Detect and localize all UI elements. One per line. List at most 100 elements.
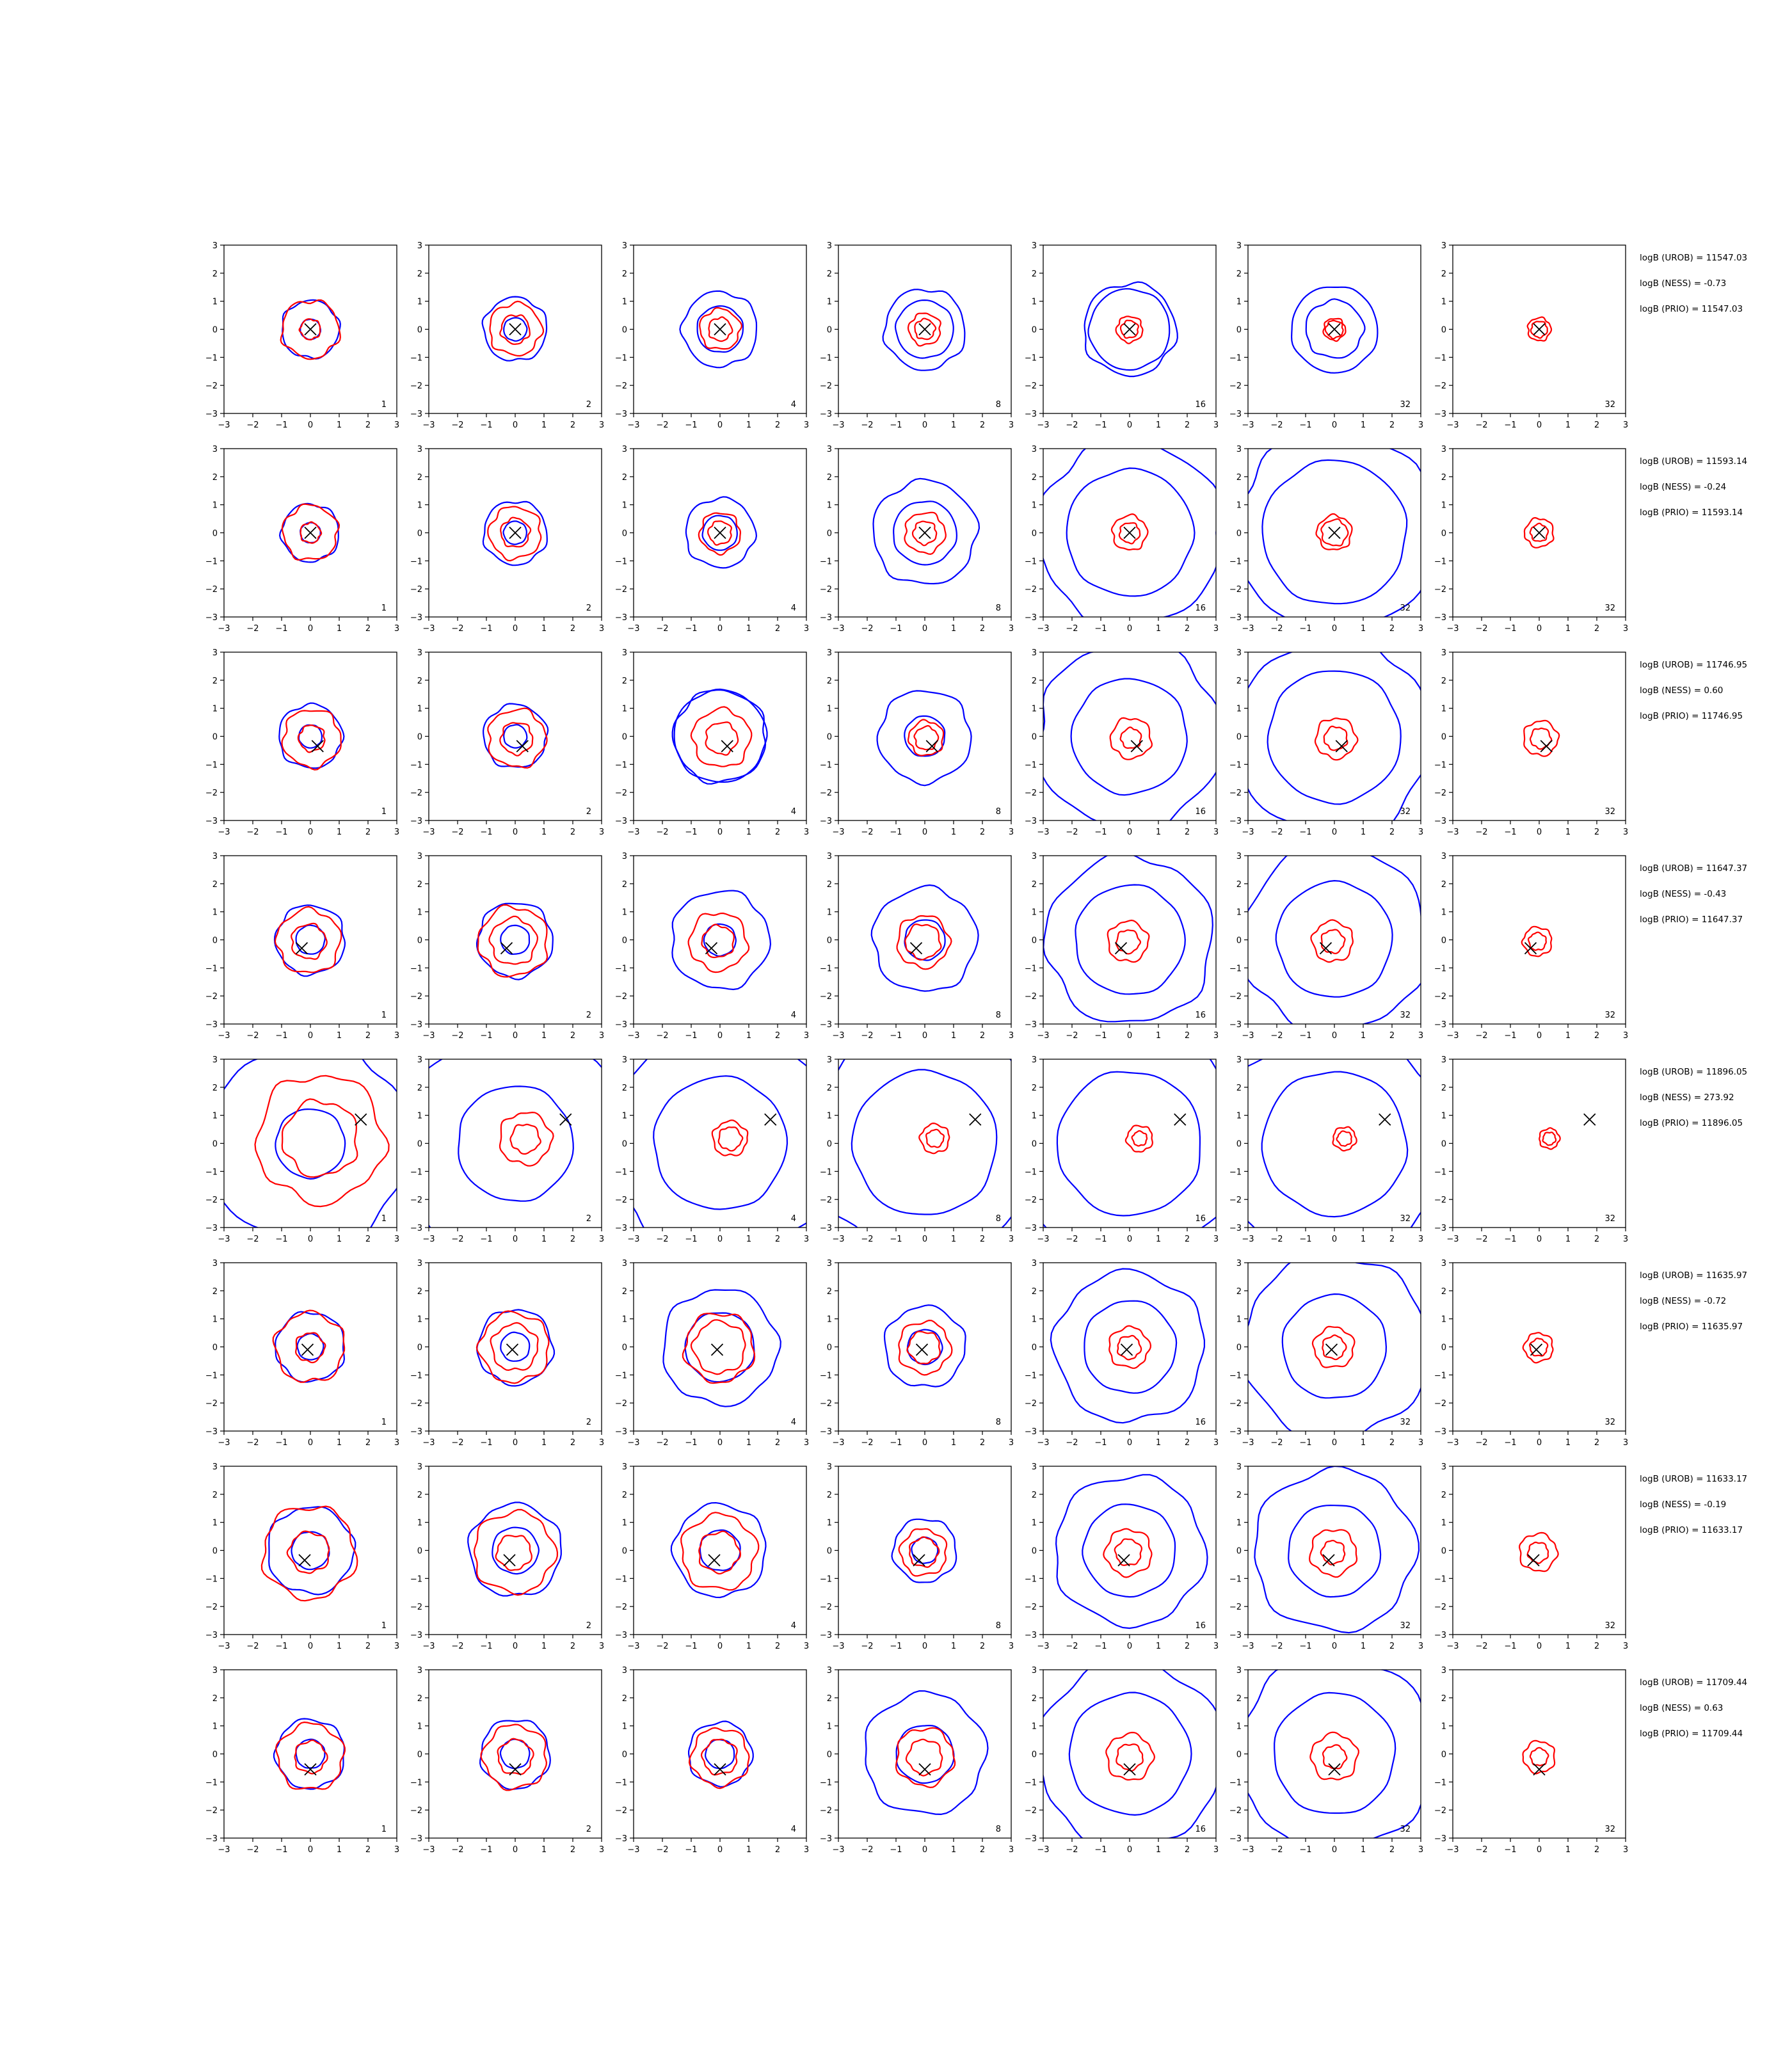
y-tick-label: 1 xyxy=(1236,705,1242,714)
x-tick-label: −3 xyxy=(627,420,639,430)
y-tick-label: 1 xyxy=(1441,1315,1446,1325)
y-tick-label: 3 xyxy=(212,648,218,658)
red-contour xyxy=(275,1721,346,1790)
y-tick-label: 1 xyxy=(622,1315,627,1325)
truth-marker xyxy=(1533,1763,1546,1776)
y-tick-label: 2 xyxy=(827,676,832,686)
y-tick-label: 1 xyxy=(622,705,627,714)
contours xyxy=(273,904,346,977)
x-tick-label: −1 xyxy=(890,1845,902,1855)
y-tick-label: 0 xyxy=(1441,1547,1446,1556)
red-contour xyxy=(1529,1747,1549,1766)
y-tick-label: −3 xyxy=(1434,1631,1446,1640)
y-tick-label: 3 xyxy=(827,1055,832,1065)
blue-contour xyxy=(701,515,738,551)
panel: −3−3 −2 −2 −1 −1 0 0 1 1 2 2 3 3 1 xyxy=(205,445,399,634)
y-tick-label: −2 xyxy=(1025,992,1037,1002)
x-tick-label: 3 xyxy=(804,420,809,430)
y-tick-label: −1 xyxy=(820,1574,832,1584)
x-tick-label: −3 xyxy=(832,420,844,430)
y-tick-label: 3 xyxy=(1236,1462,1242,1472)
y-tick-label: −2 xyxy=(410,1603,422,1612)
y-tick-label: 3 xyxy=(417,1666,422,1676)
x-tick-label: 1 xyxy=(541,420,547,430)
y-tick-label: −3 xyxy=(615,1631,627,1640)
y-tick-label: −1 xyxy=(615,1778,627,1788)
panel-label: 4 xyxy=(791,1214,796,1224)
x-tick-label: −2 xyxy=(656,1642,668,1651)
panel-label: 8 xyxy=(996,807,1001,817)
x-tick-label: 0 xyxy=(1332,1235,1337,1244)
x-tick-label: 3 xyxy=(1009,1031,1014,1041)
y-tick-label: −1 xyxy=(820,557,832,566)
panel: −3−3 −2 −2 −1 −1 0 0 1 1 2 2 3 3 4 xyxy=(615,852,809,1041)
red-contour xyxy=(476,1310,550,1384)
red-contour xyxy=(1530,321,1548,339)
y-tick-label: 2 xyxy=(417,1694,422,1704)
y-tick-label: −2 xyxy=(205,1806,218,1816)
x-tick-label: 3 xyxy=(1213,420,1219,430)
x-tick-label: 3 xyxy=(1213,1642,1219,1651)
x-tick-label: 2 xyxy=(365,420,371,430)
x-tick-label: 3 xyxy=(599,420,604,430)
y-tick-label: 3 xyxy=(1236,445,1242,454)
y-tick-label: 3 xyxy=(827,241,832,251)
y-tick-label: 2 xyxy=(827,1694,832,1704)
y-tick-label: −3 xyxy=(205,613,218,623)
panel-label: 4 xyxy=(791,604,796,613)
x-tick-label: 2 xyxy=(1389,1438,1395,1448)
contours xyxy=(883,1304,966,1388)
y-tick-label: 2 xyxy=(827,473,832,483)
x-tick-label: 0 xyxy=(308,1031,313,1041)
truth-marker xyxy=(301,1343,314,1356)
x-tick-label: −1 xyxy=(1299,1438,1311,1448)
panel: −3−3 −2 −2 −1 −1 0 0 1 1 2 2 3 3 32 xyxy=(1434,445,1628,634)
blue-contour xyxy=(500,924,531,956)
y-tick-label: −1 xyxy=(1434,964,1446,973)
x-tick-label: −3 xyxy=(422,1438,435,1448)
red-contour xyxy=(1322,1334,1347,1361)
panel-label: 32 xyxy=(1400,1214,1411,1224)
panel-label: 32 xyxy=(1604,1621,1615,1631)
y-tick-label: −1 xyxy=(615,1371,627,1380)
red-contour xyxy=(1323,725,1348,751)
x-tick-label: −1 xyxy=(890,420,902,430)
y-tick-label: −3 xyxy=(615,1224,627,1233)
y-tick-label: −3 xyxy=(1025,817,1037,826)
x-tick-label: 3 xyxy=(1623,1845,1628,1855)
panel: −3−3 −2 −2 −1 −1 0 0 1 1 2 2 3 3 16 xyxy=(1025,1462,1219,1651)
y-tick-label: 0 xyxy=(417,1343,422,1353)
y-tick-label: 2 xyxy=(1441,676,1446,686)
y-tick-label: −3 xyxy=(1229,1834,1242,1844)
logb-urob-text: logB (UROB) = 11896.05 xyxy=(1640,1067,1747,1077)
contours xyxy=(685,496,758,569)
y-tick-label: 2 xyxy=(827,880,832,890)
y-tick-label: −3 xyxy=(1229,613,1242,623)
y-tick-label: −1 xyxy=(410,1167,422,1177)
blue-contour xyxy=(1275,879,1393,998)
red-contour xyxy=(281,1098,358,1178)
contours xyxy=(429,1059,602,1228)
y-tick-label: −2 xyxy=(205,1196,218,1205)
y-tick-label: 3 xyxy=(622,1055,627,1065)
y-tick-label: 1 xyxy=(827,908,832,918)
contours xyxy=(1539,1127,1561,1150)
y-tick-label: −2 xyxy=(1025,1196,1037,1205)
panel: −3−3 −2 −2 −1 −1 0 0 1 1 2 2 3 3 32 xyxy=(1434,1462,1628,1651)
y-tick-label: 3 xyxy=(1441,1462,1446,1472)
blue-contour xyxy=(499,1738,531,1770)
x-tick-label: 3 xyxy=(1009,1438,1014,1448)
x-tick-label: 1 xyxy=(746,1235,751,1244)
truth-marker xyxy=(304,526,317,540)
logb-urob-text: logB (UROB) = 11633.17 xyxy=(1640,1474,1747,1484)
y-tick-label: −3 xyxy=(820,1834,832,1844)
x-tick-label: 0 xyxy=(717,828,723,837)
truth-marker xyxy=(913,1554,925,1567)
logb-urob-text: logB (UROB) = 11647.37 xyxy=(1640,863,1747,874)
y-tick-label: 0 xyxy=(417,1750,422,1760)
panel: −3−3 −2 −2 −1 −1 0 0 1 1 2 2 3 3 32 xyxy=(1229,852,1423,1041)
y-tick-label: 0 xyxy=(1236,1140,1242,1149)
y-tick-label: 2 xyxy=(417,676,422,686)
blue-contour xyxy=(278,702,345,769)
y-tick-label: 2 xyxy=(622,1491,627,1500)
